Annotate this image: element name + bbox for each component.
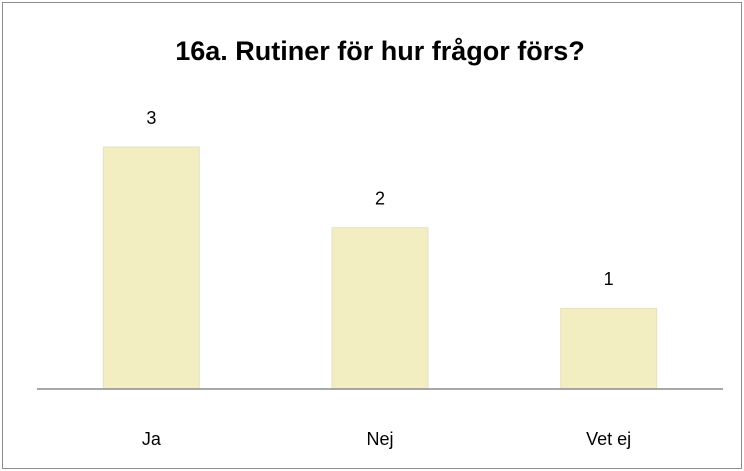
x-tick-label: Vet ej: [586, 429, 631, 449]
chart-title: 16a. Rutiner för hur frågor förs?: [175, 36, 585, 66]
bar: [102, 146, 200, 390]
data-label: 1: [604, 269, 614, 289]
bar: [560, 307, 658, 390]
data-label: 3: [146, 108, 156, 128]
x-tick-label: Ja: [142, 429, 162, 449]
data-label: 2: [375, 188, 385, 208]
bar: [331, 227, 429, 390]
x-tick-label: Nej: [366, 429, 393, 449]
